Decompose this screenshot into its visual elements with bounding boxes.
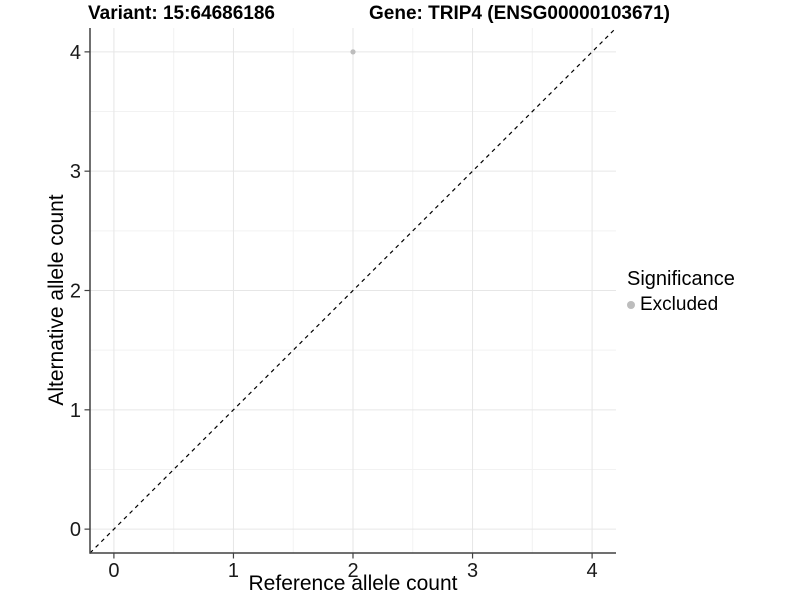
x-tick-label: 1 — [228, 560, 239, 582]
data-point — [350, 49, 356, 55]
y-tick-label: 2 — [70, 281, 81, 303]
legend-item-label: Excluded — [640, 294, 719, 315]
plot-title-variant: Variant: 15:64686186 — [88, 3, 275, 24]
x-tick-label: 0 — [108, 560, 119, 582]
y-tick-label: 0 — [70, 519, 81, 541]
y-tick-label: 3 — [70, 161, 81, 183]
x-tick-label: 3 — [467, 560, 478, 582]
y-tick-label: 1 — [70, 400, 81, 422]
x-tick-label: 2 — [347, 560, 358, 582]
legend-title: Significance — [627, 268, 735, 290]
identity-line — [89, 27, 617, 554]
y-tick-label: 4 — [70, 42, 81, 64]
legend: Significance Excluded — [627, 268, 735, 316]
y-axis-title: Alternative allele count — [45, 194, 68, 406]
x-tick-label: 4 — [587, 560, 598, 582]
excluded-point-swatch-icon — [627, 301, 635, 309]
plot-title-gene: Gene: TRIP4 (ENSG00000103671) — [369, 3, 670, 24]
x-axis-title: Reference allele count — [248, 572, 458, 595]
legend-item-excluded: Excluded — [627, 294, 735, 316]
